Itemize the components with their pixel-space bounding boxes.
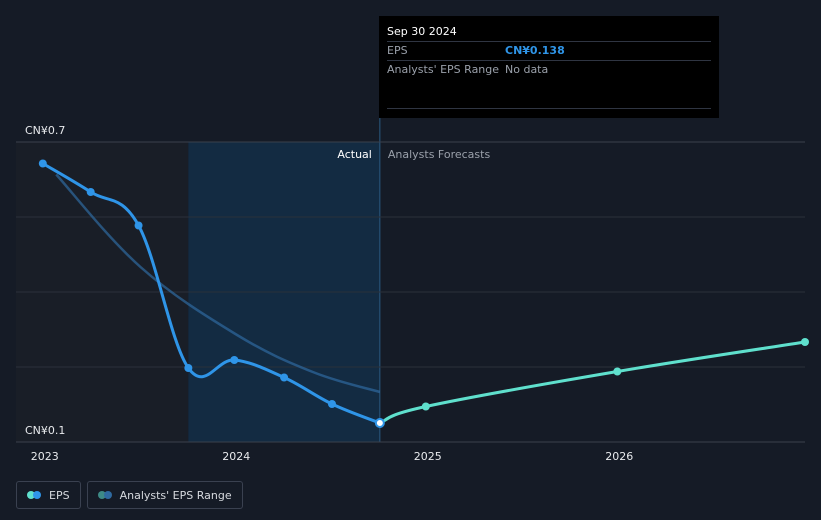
tooltip-date: Sep 30 2024	[387, 25, 457, 38]
eps-point	[134, 221, 143, 230]
eps-legend-icon	[27, 491, 41, 499]
x-tick-label: 2026	[605, 450, 633, 463]
trend-line	[55, 173, 381, 394]
legend-item-range[interactable]: Analysts' EPS Range	[86, 481, 243, 509]
tooltip-divider	[387, 108, 711, 109]
forecast-point	[421, 402, 430, 411]
tooltip-eps-label: EPS	[387, 44, 408, 57]
legend-eps-label: EPS	[49, 488, 70, 502]
legend-dot-b	[103, 491, 112, 499]
x-tick-label: 2025	[414, 450, 442, 463]
y-axis-bottom-label: CN¥0.1	[25, 424, 65, 437]
tooltip-eps-value: CN¥0.138	[505, 44, 565, 57]
tooltip-row-range: Analysts' EPS Range No data	[387, 60, 711, 78]
x-tick-label: 2023	[31, 450, 59, 463]
x-tick-label: 2024	[222, 450, 250, 463]
tooltip-row-eps: EPS CN¥0.138	[387, 41, 711, 59]
eps-point	[280, 373, 289, 382]
tooltip-range-value: No data	[505, 63, 549, 76]
eps-point	[327, 400, 336, 408]
actual-label: Actual	[337, 148, 371, 161]
forecast-point	[613, 367, 622, 376]
eps-point	[184, 364, 193, 372]
forecast-point	[801, 338, 809, 346]
legend-range-label: Analysts' EPS Range	[119, 488, 232, 502]
forecast-label: Analysts Forecasts	[388, 148, 491, 161]
legend-dot-a	[97, 491, 106, 499]
legend-item-eps[interactable]: EPS	[16, 481, 81, 509]
eps-point	[230, 356, 239, 364]
tooltip-range-label: Analysts' EPS Range	[387, 63, 500, 76]
legend-dot-a	[27, 491, 35, 499]
y-axis-top-label: CN¥0.7	[25, 124, 65, 137]
tooltip: Sep 30 2024 EPS CN¥0.138 Analysts' EPS R…	[379, 16, 719, 118]
forecast-line	[379, 340, 806, 425]
eps-line	[42, 162, 381, 425]
legend-dot-b	[33, 491, 41, 499]
eps-point	[86, 188, 95, 196]
eps-point	[38, 159, 47, 168]
legend: EPS Analysts' EPS Range	[16, 481, 243, 509]
range-legend-icon	[97, 491, 112, 499]
highlighted-point	[374, 418, 385, 428]
